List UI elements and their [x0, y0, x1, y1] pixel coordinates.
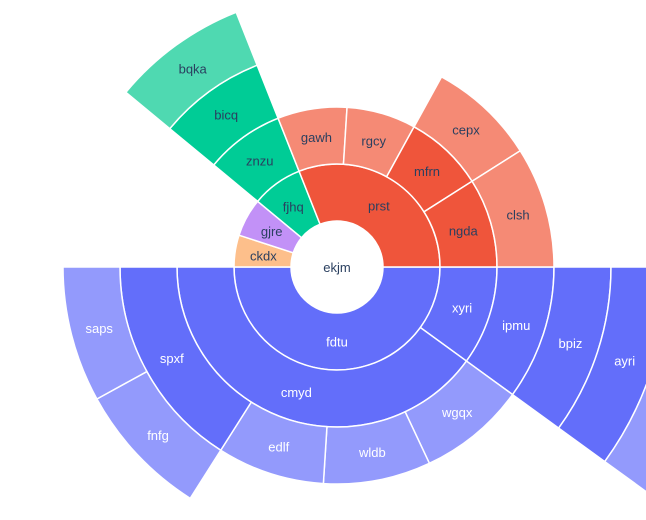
segment-shape-xpef[interactable] — [603, 267, 646, 495]
segment-xpef[interactable]: xpef — [603, 267, 646, 495]
segment-shape-bqka[interactable] — [124, 11, 259, 130]
segment-ekjm[interactable]: ekjm — [291, 221, 383, 313]
segment-shape-clsh[interactable] — [471, 149, 555, 268]
segment-shape-saps[interactable] — [62, 266, 148, 401]
segment-shape-ayri[interactable] — [557, 266, 646, 463]
segment-shape-ekjm[interactable] — [291, 221, 383, 313]
